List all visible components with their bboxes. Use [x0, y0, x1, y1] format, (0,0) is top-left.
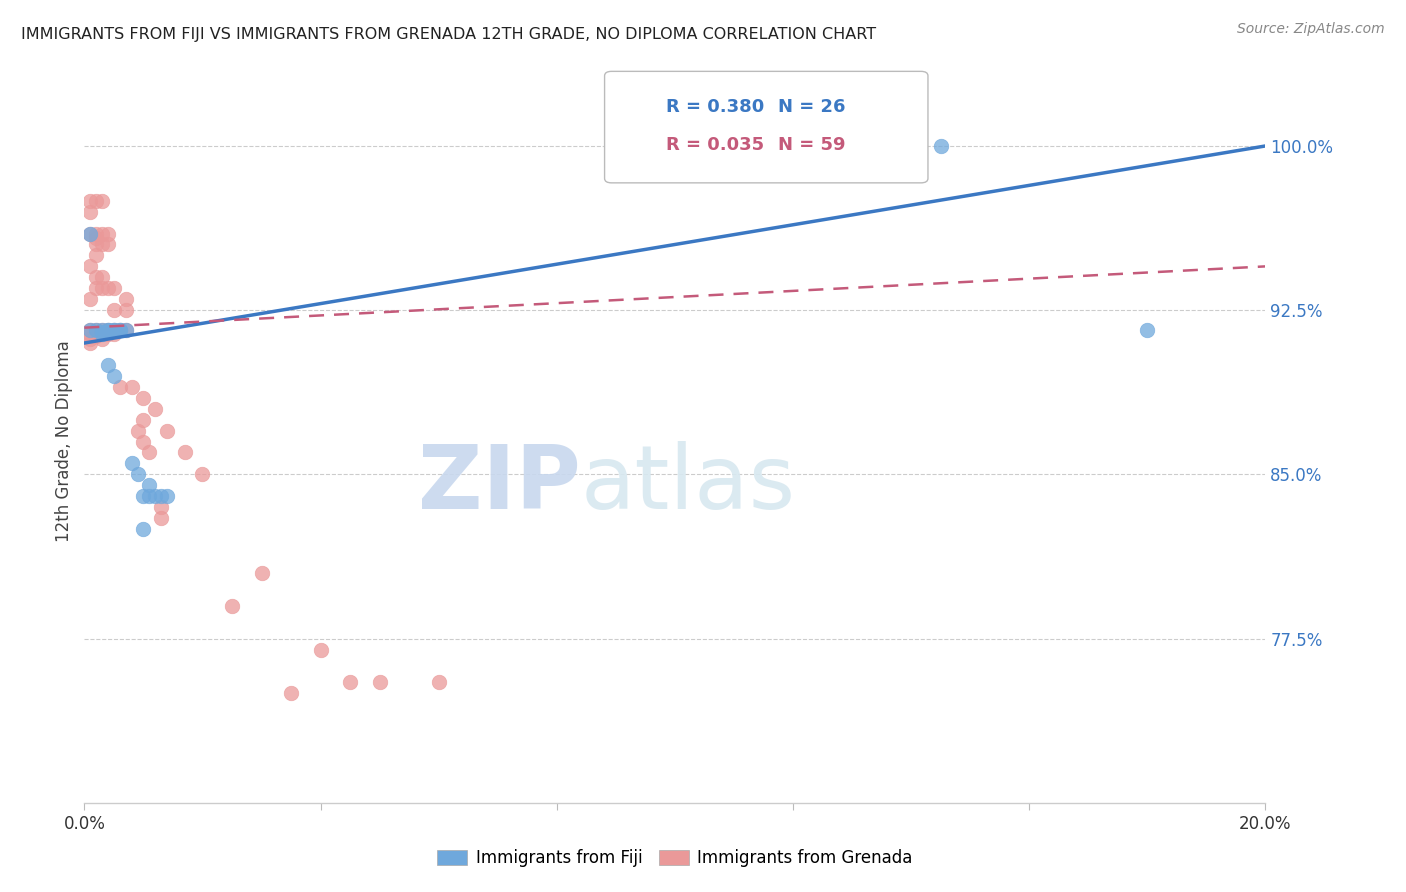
Point	[84, 329, 107, 343]
Point	[309, 642, 332, 657]
Point	[121, 457, 143, 471]
Point	[79, 323, 101, 337]
Point	[79, 292, 101, 306]
Point	[127, 467, 149, 482]
Point	[84, 323, 107, 337]
Point	[97, 323, 120, 337]
Point	[97, 227, 120, 241]
Point	[427, 675, 450, 690]
Point	[79, 332, 101, 346]
Text: Source: ZipAtlas.com: Source: ZipAtlas.com	[1237, 22, 1385, 37]
Legend: Immigrants from Fiji, Immigrants from Grenada: Immigrants from Fiji, Immigrants from Gr…	[430, 843, 920, 874]
Text: IMMIGRANTS FROM FIJI VS IMMIGRANTS FROM GRENADA 12TH GRADE, NO DIPLOMA CORRELATI: IMMIGRANTS FROM FIJI VS IMMIGRANTS FROM …	[21, 27, 876, 42]
Point	[84, 237, 107, 252]
Point	[91, 332, 114, 346]
Point	[143, 401, 166, 416]
Point	[150, 500, 173, 515]
Point	[132, 522, 155, 536]
Point	[280, 686, 302, 700]
Point	[91, 194, 114, 208]
Point	[97, 323, 120, 337]
Point	[138, 445, 160, 459]
Point	[103, 327, 125, 342]
Point	[103, 323, 125, 337]
Text: ZIP: ZIP	[418, 442, 581, 528]
Point	[138, 489, 160, 503]
Point	[156, 424, 179, 438]
Point	[91, 237, 114, 252]
Point	[250, 566, 273, 580]
Point	[103, 368, 125, 383]
Point	[132, 391, 155, 405]
Point	[103, 323, 125, 337]
Point	[97, 281, 120, 295]
Point	[108, 323, 131, 337]
Point	[132, 412, 155, 426]
Point	[368, 675, 391, 690]
Point	[114, 323, 136, 337]
Point	[84, 231, 107, 245]
Point	[79, 336, 101, 351]
Y-axis label: 12th Grade, No Diploma: 12th Grade, No Diploma	[55, 341, 73, 542]
Point	[150, 489, 173, 503]
Point	[173, 445, 195, 459]
Point	[221, 599, 243, 613]
Point	[150, 511, 173, 525]
Point	[79, 194, 101, 208]
Point	[114, 323, 136, 337]
Text: N = 26: N = 26	[778, 98, 845, 116]
Point	[103, 281, 125, 295]
Point	[1136, 323, 1159, 337]
Point	[79, 323, 101, 337]
Point	[97, 237, 120, 252]
Point	[97, 327, 120, 342]
Point	[79, 227, 101, 241]
Point	[108, 323, 131, 337]
Point	[91, 325, 114, 339]
Point	[143, 489, 166, 503]
Point	[103, 303, 125, 318]
Point	[114, 292, 136, 306]
Point	[91, 323, 114, 337]
Text: atlas: atlas	[581, 442, 796, 528]
Text: R = 0.380: R = 0.380	[666, 98, 765, 116]
Point	[156, 489, 179, 503]
Point	[108, 323, 131, 337]
Point	[91, 327, 114, 342]
Text: R = 0.035: R = 0.035	[666, 136, 765, 153]
Point	[79, 260, 101, 274]
Point	[79, 227, 101, 241]
Point	[132, 434, 155, 449]
Point	[127, 424, 149, 438]
Point	[339, 675, 361, 690]
Point	[91, 227, 114, 241]
Point	[132, 489, 155, 503]
Point	[138, 478, 160, 492]
Text: N = 59: N = 59	[778, 136, 845, 153]
Point	[121, 380, 143, 394]
Point	[84, 227, 107, 241]
Point	[84, 194, 107, 208]
Point	[108, 380, 131, 394]
Point	[191, 467, 214, 482]
Point	[114, 303, 136, 318]
Point	[84, 270, 107, 285]
Point	[91, 327, 114, 342]
Point	[79, 204, 101, 219]
Point	[929, 139, 952, 153]
Point	[84, 323, 107, 337]
Point	[97, 323, 120, 337]
Point	[103, 323, 125, 337]
Point	[91, 270, 114, 285]
Point	[84, 281, 107, 295]
Point	[79, 327, 101, 342]
Point	[97, 358, 120, 372]
Point	[91, 323, 114, 337]
Point	[84, 248, 107, 262]
Point	[91, 281, 114, 295]
